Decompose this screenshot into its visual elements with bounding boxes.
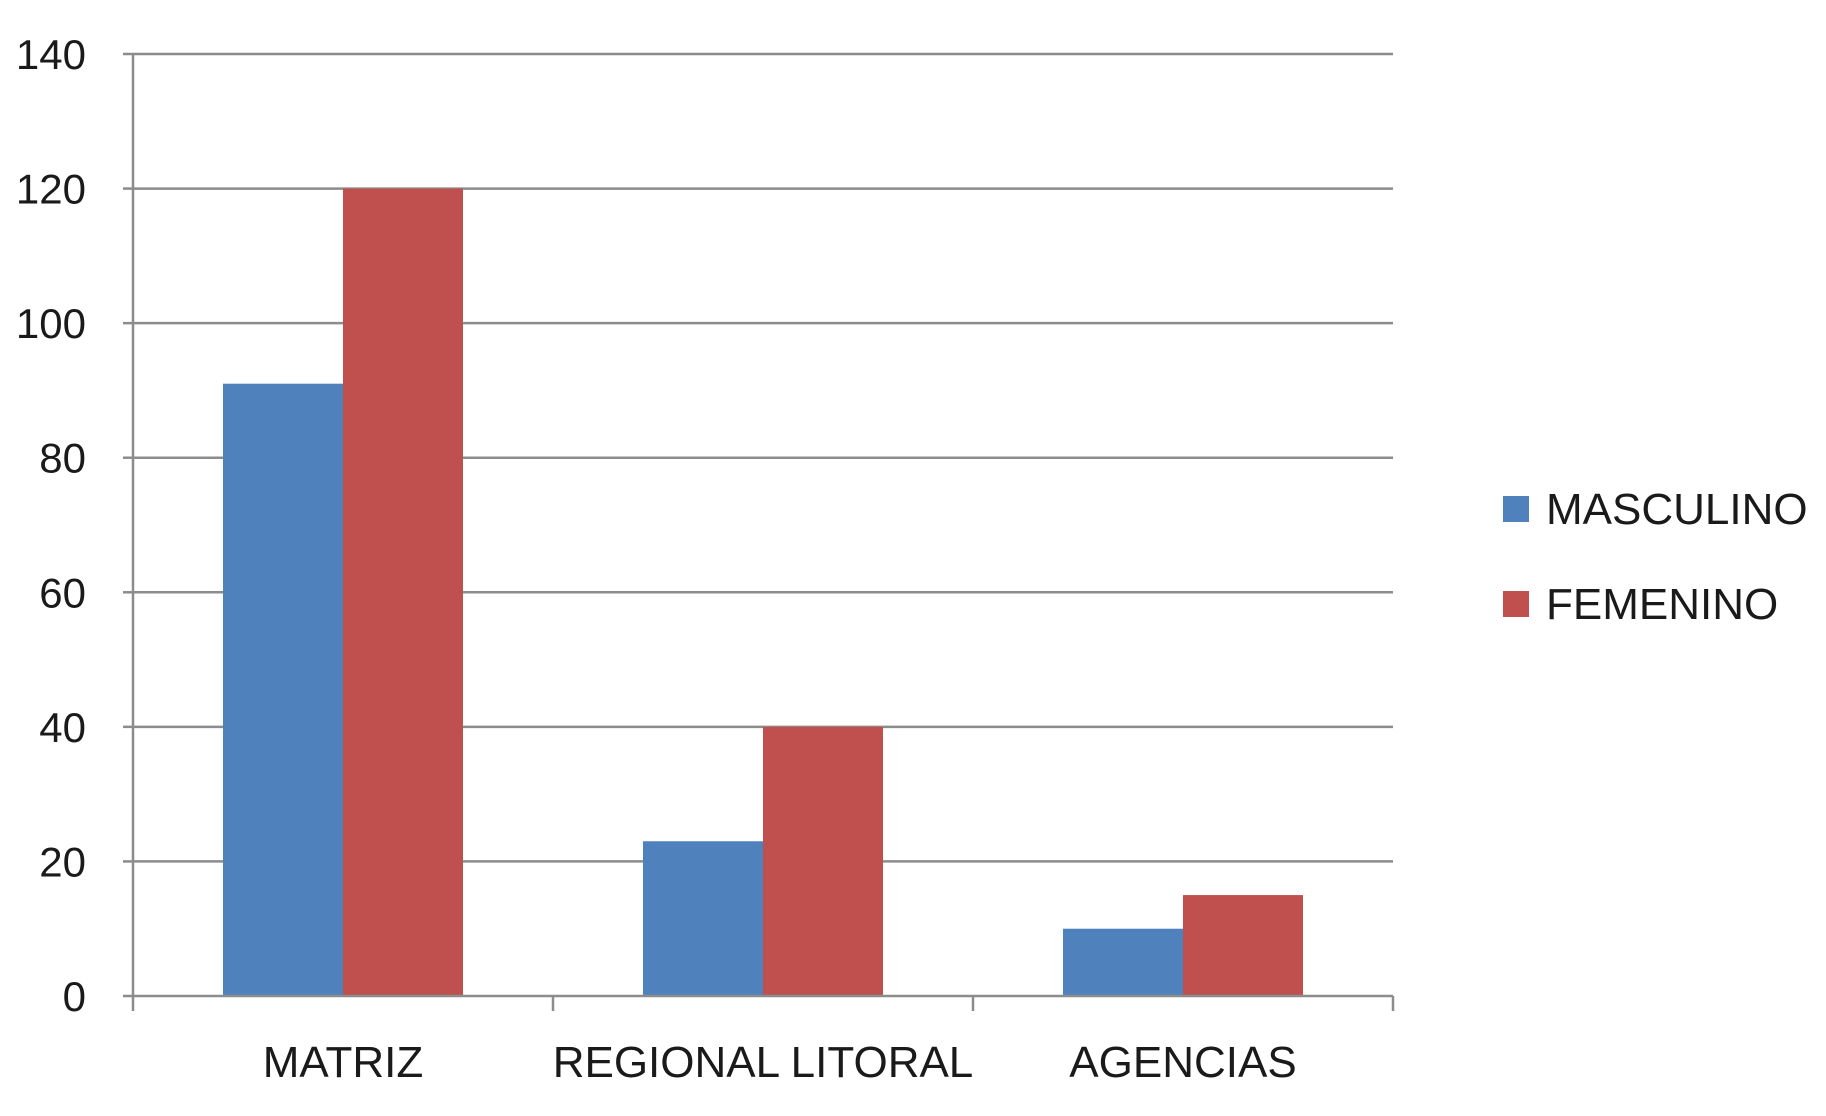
legend-label: MASCULINO [1546,485,1808,534]
x-category-label: REGIONAL LITORAL [553,1038,974,1087]
axes [123,52,1395,1011]
legend-swatch [1503,496,1529,522]
y-axis-tick-labels: 0 20 40 60 80 100 120 140 [16,31,86,1020]
x-category-label: AGENCIAS [1069,1038,1296,1087]
bars [223,188,1303,997]
x-axis-category-labels: MATRIZ REGIONAL LITORAL AGENCIAS [263,1038,1297,1087]
bar-masculino-regional-litoral [643,841,763,996]
y-tick-label: 120 [16,166,86,213]
y-tick-label: 140 [16,31,86,78]
bar-masculino-agencias [1063,928,1183,996]
bar-femenino-agencias [1183,895,1303,996]
bar-masculino-matriz [223,383,343,996]
legend: MASCULINO FEMENINO [1503,485,1808,629]
y-tick-label: 20 [39,838,86,885]
y-tick-label: 0 [63,973,86,1020]
y-tick-label: 100 [16,300,86,347]
y-tick-label: 40 [39,704,86,751]
legend-label: FEMENINO [1546,580,1778,629]
legend-swatch [1503,591,1529,617]
y-tick-label: 80 [39,435,86,482]
bar-femenino-matriz [343,188,463,997]
bar-femenino-regional-litoral [763,726,883,996]
y-tick-label: 60 [39,569,86,616]
x-category-label: MATRIZ [263,1038,424,1087]
